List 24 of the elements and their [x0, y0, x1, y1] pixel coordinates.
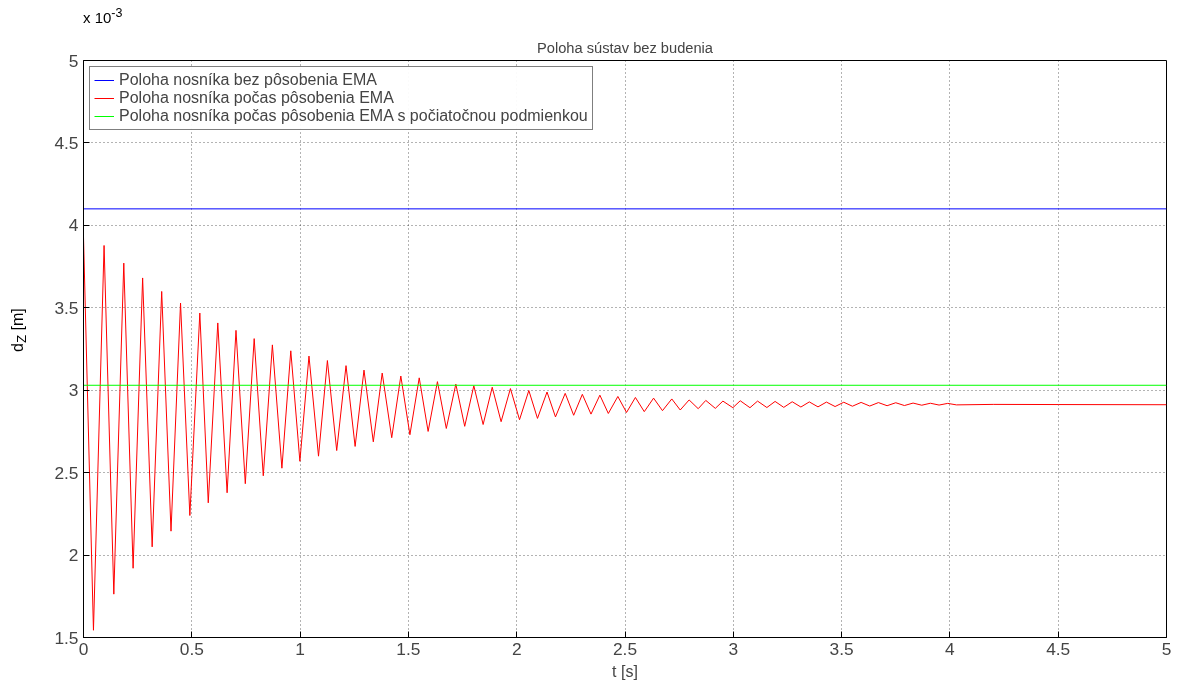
x-axis-title: t [s]: [612, 662, 638, 680]
x-tick-label: 3.5: [829, 638, 854, 659]
legend-label: Poloha nosníka počas pôsobenia EMA: [119, 89, 394, 107]
y-tick-label: 4: [68, 215, 79, 236]
y-tick-label: 2.5: [54, 462, 79, 483]
x-tick-label: 4.5: [1046, 638, 1071, 659]
legend-label: Poloha nosníka bez pôsobenia EMA: [119, 71, 377, 89]
y-tick-label: 3: [68, 380, 79, 401]
x-tick-label: 5: [1161, 638, 1172, 659]
y-tick-label: 2: [68, 545, 79, 566]
y-tick-label: 5: [68, 50, 79, 71]
x-tick-label: 4: [945, 638, 956, 659]
y-tick-label: 3.5: [54, 297, 79, 318]
chart-title: Poloha sústav bez budenia: [537, 39, 714, 56]
text: x 10$^{-3}$: [83, 5, 123, 28]
y-tick-label: 4.5: [54, 132, 79, 153]
legend-label: Poloha nosníka počas pôsobenia EMA s počiatočnou podmienkou: [119, 107, 588, 125]
x-tick-label: 3: [728, 638, 739, 659]
x-tick-label: 2.5: [612, 638, 638, 659]
x-tick-label: 1.5: [396, 638, 421, 659]
x-tick-label: 1: [295, 638, 305, 659]
x-tick-label: 0: [78, 638, 89, 659]
x-tick-label: 2: [511, 638, 522, 659]
x-tick-label: 0.5: [179, 638, 204, 659]
